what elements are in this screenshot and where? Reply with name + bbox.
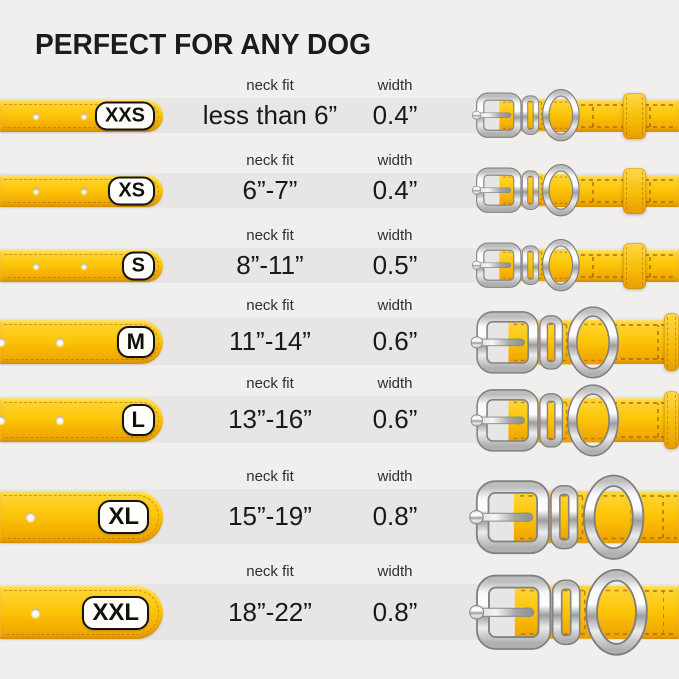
neck-fit-value: 6”-7” xyxy=(242,175,298,205)
strap-hole xyxy=(56,338,64,346)
collar-strap-left: L xyxy=(0,398,163,442)
size-row-xl: neck fit width 15”-19” 0.8” XL xyxy=(0,468,679,544)
neck-fit-value: less than 6” xyxy=(202,100,338,130)
strap-hole xyxy=(33,113,39,119)
stitch-line xyxy=(656,403,659,437)
width-value: 0.5” xyxy=(372,250,418,280)
size-badge: XL xyxy=(98,500,149,534)
buckle-and-dring-icon xyxy=(470,80,583,150)
stitch-line xyxy=(592,105,594,127)
collar-strap-left: XXL xyxy=(0,586,163,639)
width-label: width xyxy=(377,152,413,169)
size-badge-label: XXS xyxy=(104,104,145,127)
collar-keeper-loop xyxy=(623,243,646,289)
neck-fit-label: neck fit xyxy=(246,468,294,485)
strap-hole xyxy=(0,338,5,346)
width-label: width xyxy=(377,563,413,580)
width-value: 0.6” xyxy=(372,404,418,434)
size-badge-label: S xyxy=(131,254,145,277)
collar-strap-left: XS xyxy=(0,175,163,207)
neck-fit-value: 15”-19” xyxy=(228,501,312,531)
stitch-line xyxy=(592,255,594,277)
width-label: width xyxy=(377,227,413,244)
width-value: 0.4” xyxy=(372,175,418,205)
neck-fit-value: 13”-16” xyxy=(228,404,312,434)
neck-fit-value: 8”-11” xyxy=(236,250,304,280)
strap-hole xyxy=(31,608,40,617)
stitch-line xyxy=(649,180,651,202)
stitch-line xyxy=(649,105,651,127)
collar-strap-left: XXS xyxy=(0,100,163,132)
size-row-xxl: neck fit width 18”-22” 0.8” XXL xyxy=(0,563,679,640)
size-badge: XXS xyxy=(94,101,155,131)
buckle-and-dring-icon xyxy=(470,155,583,225)
width-label: width xyxy=(377,297,413,314)
neck-fit-label: neck fit xyxy=(246,77,294,94)
strap-hole xyxy=(33,188,39,194)
size-row-l: neck fit width 13”-16” 0.6” L xyxy=(0,375,679,443)
neck-fit-label: neck fit xyxy=(246,375,294,392)
buckle-and-dring-icon xyxy=(466,554,653,671)
strap-hole xyxy=(81,188,87,194)
size-row-s: neck fit width 8”-11” 0.5” S xyxy=(0,227,679,283)
strap-hole xyxy=(81,263,87,269)
strap-hole xyxy=(26,512,35,522)
strap-hole xyxy=(0,416,5,424)
stitch-line xyxy=(649,255,651,277)
page-title: PERFECT FOR ANY DOG xyxy=(35,29,372,61)
collar-strap-left: M xyxy=(0,320,163,364)
collar-keeper-loop xyxy=(664,391,679,449)
strap-hole xyxy=(56,416,64,424)
collar-keeper-loop xyxy=(623,168,646,214)
stitch-line xyxy=(592,180,594,202)
collar-strap-left: XL xyxy=(0,491,163,543)
width-value: 0.8” xyxy=(372,596,418,627)
strap-hole xyxy=(33,263,39,269)
size-row-m: neck fit width 11”-14” 0.6” M xyxy=(0,297,679,365)
neck-fit-label: neck fit xyxy=(246,297,294,314)
size-badge-label: M xyxy=(126,329,145,354)
width-label: width xyxy=(377,468,413,485)
size-badge-label: L xyxy=(131,407,145,432)
neck-fit-label: neck fit xyxy=(246,563,294,580)
strap-hole xyxy=(81,113,87,119)
neck-fit-label: neck fit xyxy=(246,227,294,244)
size-badge-label: XS xyxy=(118,179,145,202)
buckle-and-dring-icon xyxy=(468,372,623,469)
collar-strap-left: S xyxy=(0,250,163,282)
size-badge: M xyxy=(116,326,155,358)
neck-fit-label: neck fit xyxy=(246,152,294,169)
buckle-and-dring-icon xyxy=(470,230,583,300)
collar-keeper-loop xyxy=(664,313,679,371)
width-value: 0.8” xyxy=(372,501,418,531)
stitch-line xyxy=(662,591,665,634)
width-label: width xyxy=(377,375,413,392)
neck-fit-value: 18”-22” xyxy=(228,596,312,627)
size-row-xs: neck fit width 6”-7” 0.4” XS xyxy=(0,152,679,208)
neck-fit-value: 11”-14” xyxy=(229,326,311,356)
stitch-line xyxy=(656,325,659,359)
size-badge-label: XXL xyxy=(92,598,139,626)
width-value: 0.4” xyxy=(372,100,418,130)
size-badge: L xyxy=(121,404,155,436)
size-badge: S xyxy=(121,251,155,281)
stitch-line xyxy=(661,496,664,538)
size-badge-label: XL xyxy=(108,503,139,530)
size-badge: XS xyxy=(108,176,155,206)
width-value: 0.6” xyxy=(372,326,418,356)
size-row-xxs: neck fit width less than 6” 0.4” XXS xyxy=(0,77,679,133)
width-label: width xyxy=(377,77,413,94)
size-badge: XXL xyxy=(82,595,149,630)
collar-keeper-loop xyxy=(623,93,646,139)
